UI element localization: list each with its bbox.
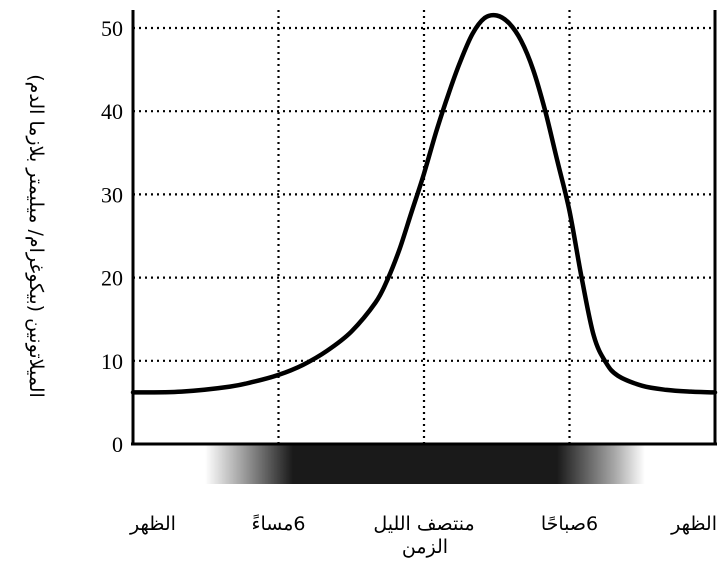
x-axis-title: الزمن [402, 536, 448, 558]
y-tick-label-30: 30 [101, 182, 123, 207]
y-axis-title: الميلاتونين (بيكوغرام/ ميليمتر بلازما ال… [25, 74, 47, 398]
series-line-layer [130, 12, 718, 395]
y-tick-label-40: 40 [101, 99, 123, 124]
y-tick-label-50: 50 [101, 16, 123, 41]
x-category-label-1: 6مساءً [252, 513, 306, 535]
series-line [130, 12, 718, 395]
x-category-label-4: الظهر [670, 513, 717, 535]
y-tick-label-10: 10 [101, 349, 123, 374]
x-categories: الظهر 6مساءً منتصف الليل 6صباحًا الظهر [129, 513, 717, 535]
grid [133, 10, 715, 444]
x-category-label-3: 6صباحًا [541, 513, 598, 535]
x-category-label-2: منتصف الليل [373, 513, 474, 535]
y-ticks: 0 10 20 30 40 50 [101, 16, 123, 457]
y-tick-label-20: 20 [101, 266, 123, 291]
y-tick-label-0: 0 [112, 432, 123, 457]
x-category-label-0: الظهر [129, 513, 176, 535]
axes [131, 10, 717, 446]
night-band [205, 444, 645, 484]
